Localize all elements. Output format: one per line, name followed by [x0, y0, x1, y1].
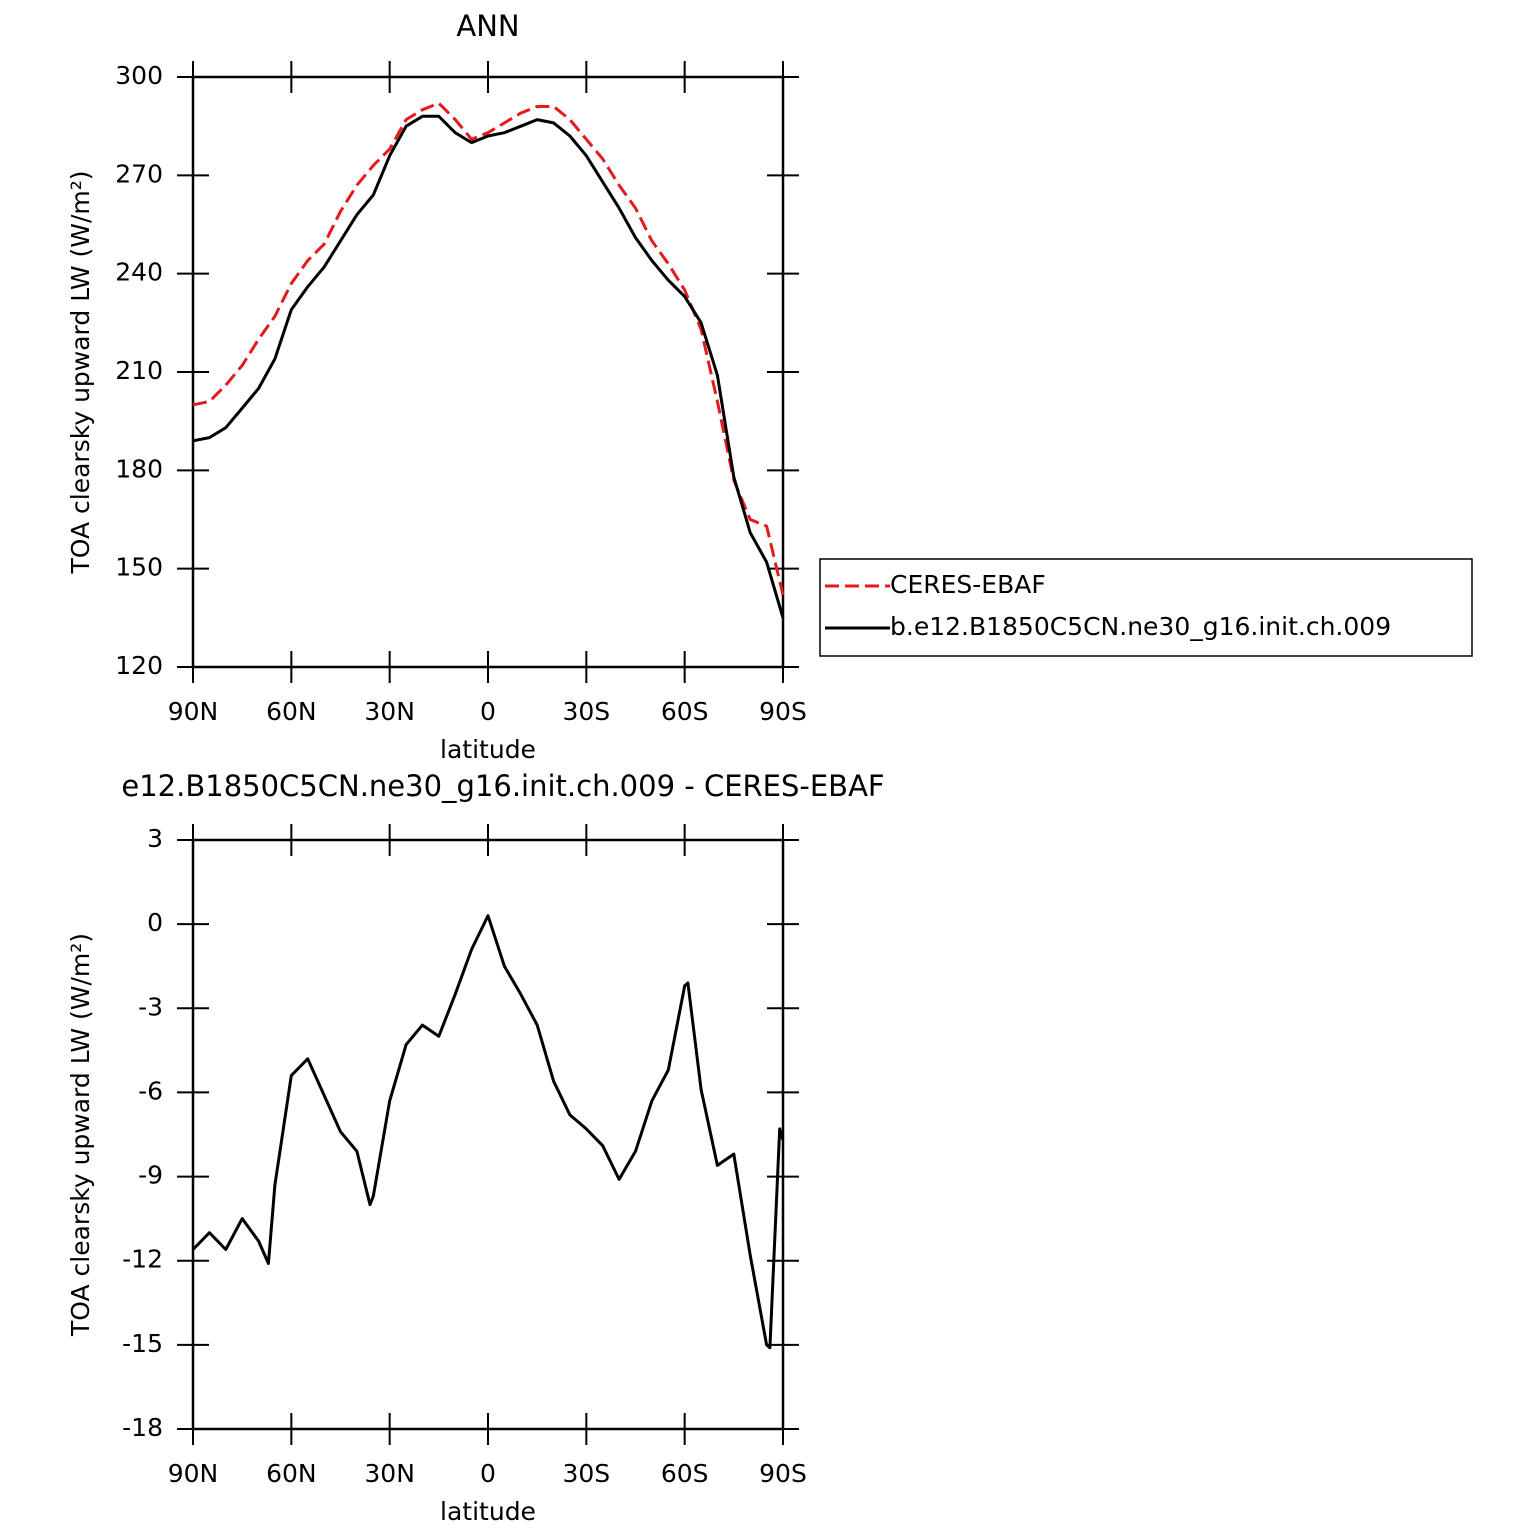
- x-tick-label: 90S: [759, 1459, 807, 1488]
- plot-frame: [191, 75, 785, 669]
- x-tick-label: 30N: [364, 1459, 415, 1488]
- y-axis-label: TOA clearsky upward LW (W/m²): [66, 933, 95, 1337]
- legend-label: b.e12.B1850C5CN.ne30_g16.init.ch.009: [890, 612, 1391, 641]
- y-tick-label: 0: [147, 908, 163, 937]
- y-tick-label: -9: [138, 1161, 163, 1190]
- y-tick-label: 270: [115, 159, 163, 188]
- y-tick-label: -12: [122, 1245, 163, 1274]
- y-tick-label: 3: [147, 824, 163, 853]
- x-tick-label: 60N: [266, 1459, 317, 1488]
- series-line: [192, 101, 785, 596]
- y-tick-label: -15: [122, 1329, 163, 1358]
- y-tick-label: 180: [115, 454, 163, 483]
- x-tick-label: 0: [480, 1459, 496, 1488]
- legend-label: CERES-EBAF: [890, 570, 1046, 599]
- y-tick-label: 300: [115, 61, 163, 90]
- legend-box: [819, 558, 1473, 657]
- y-tick-label: 240: [115, 258, 163, 287]
- x-tick-label: 30S: [562, 1459, 610, 1488]
- x-tick-label: 60N: [266, 697, 317, 726]
- x-tick-label: 60S: [661, 1459, 709, 1488]
- x-tick-label: 30N: [364, 697, 415, 726]
- y-tick-label: -3: [138, 992, 163, 1021]
- chart-title: e12.B1850C5CN.ne30_g16.init.ch.009 - CER…: [121, 769, 884, 803]
- y-tick-label: -18: [122, 1413, 163, 1442]
- y-tick-label: 120: [115, 651, 163, 680]
- y-tick-label: -6: [138, 1076, 163, 1105]
- y-tick-label: 150: [115, 553, 163, 582]
- x-tick-label: 60S: [661, 697, 709, 726]
- x-tick-label: 90N: [168, 697, 219, 726]
- x-tick-label: 90N: [168, 1459, 219, 1488]
- x-tick-label: 30S: [562, 697, 610, 726]
- chart-title: ANN: [456, 9, 519, 43]
- plot-frame: [191, 838, 785, 1431]
- x-tick-label: 90S: [759, 697, 807, 726]
- x-tick-label: 0: [480, 697, 496, 726]
- y-axis-label: TOA clearsky upward LW (W/m²): [66, 170, 95, 574]
- y-tick-label: 210: [115, 356, 163, 385]
- series-line: [192, 114, 785, 619]
- x-axis-label: latitude: [440, 735, 536, 764]
- x-axis-label: latitude: [440, 1497, 536, 1526]
- series-line: [191, 914, 785, 1350]
